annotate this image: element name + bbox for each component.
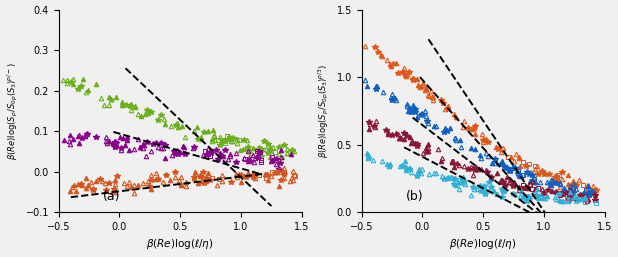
X-axis label: $\beta(Re)\log(\ell/\eta)$: $\beta(Re)\log(\ell/\eta)$ [146,237,214,251]
X-axis label: $\beta(Re)\log(\ell/\eta)$: $\beta(Re)\log(\ell/\eta)$ [449,237,517,251]
Y-axis label: $\beta(Re)\log(S_p/S_{0p}(S_3)^{p/-})$: $\beta(Re)\log(S_p/S_{0p}(S_3)^{p/-})$ [6,62,20,160]
Text: (a): (a) [103,190,120,203]
Y-axis label: $\beta(Re)\log(S_p/S_{0p}(S_3)^{p/3})$: $\beta(Re)\log(S_p/S_{0p}(S_3)^{p/3})$ [316,64,331,158]
Text: (b): (b) [405,190,423,203]
